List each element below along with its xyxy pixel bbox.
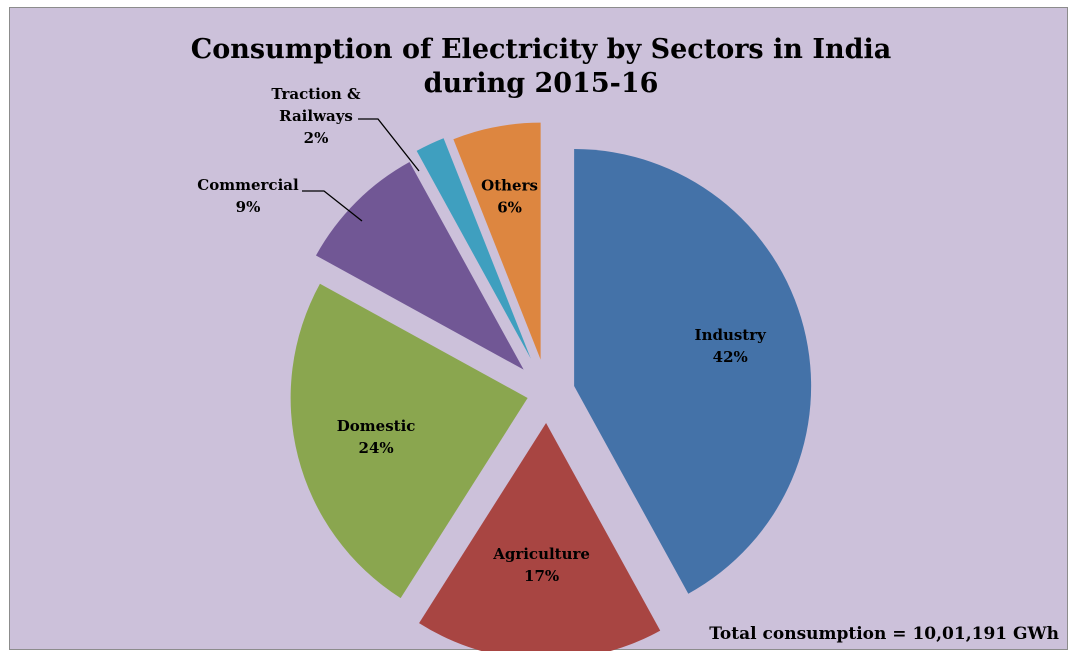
slice-name-traction-railways: Railways — [279, 107, 353, 125]
slice-label-others: Others 6% — [481, 177, 538, 217]
slice-labels: Industry 42% Agriculture 17% Domestic 24% Comm… — [197, 85, 767, 585]
slice-name-others: Others — [481, 177, 538, 195]
slice-label-agriculture: Agriculture 17% — [492, 545, 590, 585]
slice-value-traction-railways: 2% — [304, 129, 329, 147]
slice-label-domestic: Domestic 24% — [337, 417, 416, 457]
slice-value-others: 6% — [497, 199, 522, 217]
slice-label-commercial: Commercial 9% — [197, 176, 299, 216]
slice-name-domestic: Domestic — [337, 417, 416, 435]
slice-name-traction-railways: Traction & — [271, 85, 361, 103]
total-consumption-note: Total consumption = 10,01,191 GWh — [709, 624, 1059, 644]
slice-value-industry: 42% — [713, 348, 748, 366]
pie-slice-domestic — [290, 283, 528, 599]
slice-label-traction-railways: Traction & Railways 2% — [271, 85, 361, 147]
slice-name-industry: Industry — [695, 326, 768, 344]
chart-title-line-2: during 2015-16 — [424, 68, 659, 99]
leader-line-commercial — [302, 190, 363, 222]
slice-value-commercial: 9% — [236, 198, 261, 216]
chart-area: Consumption of Electricity by Sectors in… — [9, 7, 1068, 651]
slice-label-industry: Industry 42% — [695, 326, 768, 366]
leader-line-traction-railways — [358, 118, 420, 172]
slice-name-commercial: Commercial — [197, 176, 299, 194]
slice-value-domestic: 24% — [359, 439, 394, 457]
pie-slice-others — [453, 122, 541, 360]
pie-chart: Consumption of Electricity by Sectors in… — [191, 34, 1059, 651]
slice-name-agriculture: Agriculture — [492, 545, 590, 563]
pie-slice-commercial — [315, 161, 524, 370]
pie-slice-traction-railways — [416, 138, 531, 359]
chart-title-line-1: Consumption of Electricity by Sectors in… — [191, 34, 891, 65]
slice-value-agriculture: 17% — [524, 567, 559, 585]
pie-slices — [290, 122, 812, 651]
pie-slice-agriculture — [419, 422, 661, 651]
pie-slice-industry — [574, 149, 812, 594]
leader-lines — [302, 118, 420, 222]
